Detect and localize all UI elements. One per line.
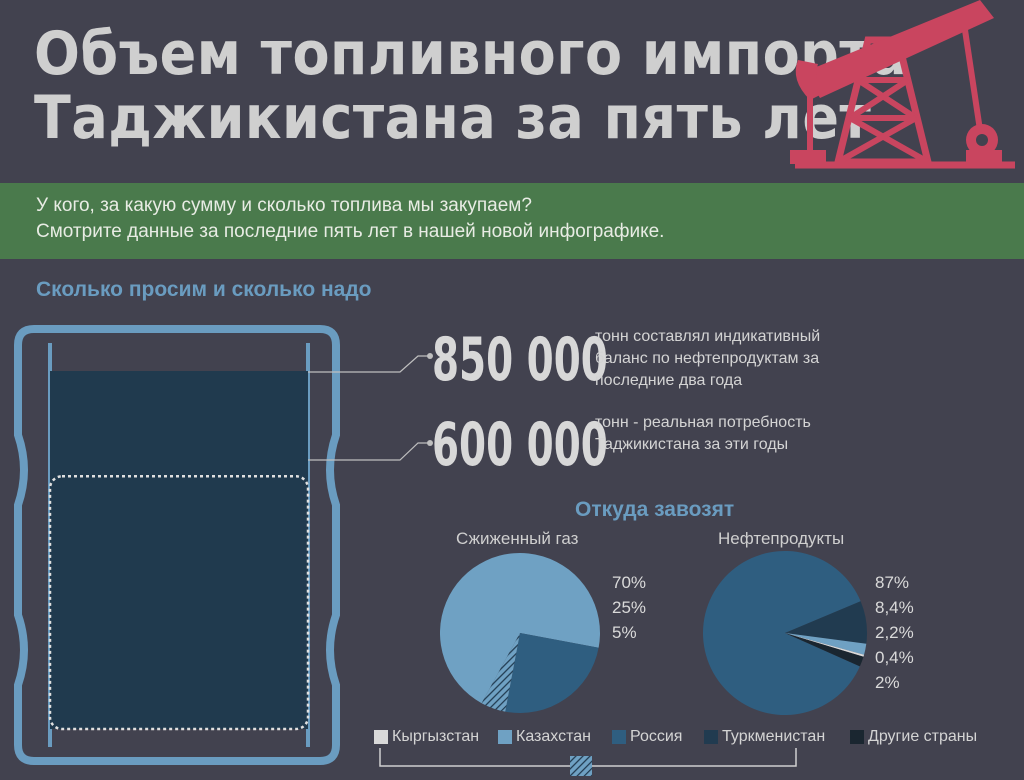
stat-desc-real: тонн - реальная потребность Таджикистана… (595, 414, 811, 453)
legend-label: Казахстан (516, 728, 591, 745)
pie-slice-oil-russia (702, 551, 861, 715)
pie-slice-oil-kazakhstan (785, 633, 867, 655)
intro-line-2: Смотрите данные за последние пять лет в … (36, 221, 665, 242)
legend-item-kyrgyzstan: Кыргызстан (374, 728, 479, 746)
pie-slice-oil-kyrgyzstan (785, 633, 865, 657)
section-title-request: Сколько просим и сколько надо (36, 278, 372, 301)
stat-desc-indicative: тонн составлял индикативный баланс по не… (595, 328, 821, 389)
page-title-line-1: Объем топливного импорта (34, 19, 909, 89)
intro-banner: У кого, за какую сумму и сколько топлива… (0, 183, 1024, 259)
pie-oil (702, 551, 867, 715)
pct-lpg-2: 5% (612, 623, 637, 642)
barrel-chart (14, 325, 340, 765)
legend-label: Россия (630, 728, 683, 745)
legend-swatch (612, 730, 626, 744)
pct-oil-3: 0,4% (875, 648, 914, 667)
oil-pump-icon (790, 0, 1015, 169)
legend-label: Другие страны (868, 728, 978, 745)
legend-swatch (704, 730, 718, 744)
pie-title-oil: Нефтепродукты (718, 529, 845, 548)
bar-real-need (48, 475, 310, 731)
section-title-sources: Откуда завозят (575, 498, 735, 521)
legend-label: Кыргызстан (392, 728, 480, 745)
pct-oil-1: 8,4% (875, 598, 914, 617)
pie-slice-lpg-kazakhstan (440, 553, 600, 704)
legend-swatch (374, 730, 388, 744)
legend-item-other: Другие страны (850, 728, 977, 746)
legend-swatch (850, 730, 864, 744)
legend-item-kazakhstan: Казахстан (498, 728, 591, 746)
stat-value-real: 600 000 (432, 410, 608, 480)
pie-slice-lpg-russia (505, 633, 599, 713)
pie-lpg (440, 553, 600, 713)
page-title: Объем топливного импорта Таджикистана за… (34, 19, 909, 153)
bar-indicative-balance (50, 371, 308, 729)
pct-oil-2: 2,2% (875, 623, 914, 642)
page-title-line-2: Таджикистана за пять лет (34, 83, 872, 153)
legend-label: Туркменистан (722, 728, 826, 745)
legend: Кыргызстан Казахстан Россия Туркменистан… (370, 728, 1024, 750)
pie-slice-oil-turkmenistan (785, 601, 867, 644)
legend-bracket (379, 748, 797, 776)
pct-lpg-1: 25% (612, 598, 647, 617)
connector-lines (308, 353, 433, 461)
pie-slice-lpg-turkmenistan (481, 633, 520, 712)
legend-item-russia: Россия (612, 728, 682, 746)
pct-oil-0: 87% (875, 573, 910, 592)
stat-value-indicative: 850 000 (432, 325, 608, 395)
pie-slice-oil-other (785, 633, 864, 667)
intro-line-1: У кого, за какую сумму и сколько топлива… (36, 195, 532, 216)
pct-lpg-0: 70% (612, 573, 647, 592)
pct-oil-4: 2% (875, 673, 900, 692)
legend-swatch (498, 730, 512, 744)
pie-title-lpg: Сжиженный газ (456, 529, 579, 548)
legend-item-turkmenistan: Туркменистан (704, 728, 825, 746)
pie-charts (440, 551, 867, 715)
barrel-outline (14, 325, 340, 765)
